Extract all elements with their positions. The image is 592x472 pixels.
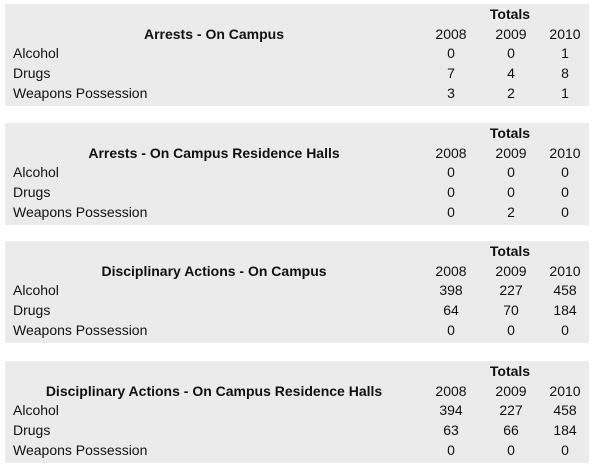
table-row: Drugs 7 4 8 [5,65,589,83]
section-arrests-on-campus: Totals Arrests - On Campus 2008 2009 201… [5,4,589,106]
year-header: 2009 [495,263,527,279]
cell-value: 398 [439,282,463,298]
cell-value: 184 [553,302,577,318]
section-title: Arrests - On Campus Residence Halls [88,145,340,161]
year-header: 2008 [435,145,467,161]
cell-value: 0 [561,184,569,200]
year-header: 2009 [495,26,527,42]
row-label: Drugs [13,422,51,438]
totals-header: Totals [489,125,531,141]
cell-value: 184 [553,422,577,438]
section-arrests-residence-halls: Totals Arrests - On Campus Residence Hal… [5,123,589,225]
cell-value: 458 [553,282,577,298]
table-row: Weapons Possession 0 2 0 [5,204,589,222]
year-header: 2010 [549,383,581,399]
cell-value: 8 [561,65,569,81]
row-label: Alcohol [13,164,59,180]
cell-value: 0 [561,442,569,458]
cell-value: 0 [561,164,569,180]
cell-value: 4 [507,65,515,81]
cell-value: 66 [503,422,519,438]
cell-value: 0 [447,184,455,200]
row-label: Weapons Possession [13,204,148,220]
row-label: Weapons Possession [13,442,148,458]
section-title: Disciplinary Actions - On Campus Residen… [45,383,383,399]
cell-value: 1 [561,45,569,61]
row-label: Drugs [13,184,51,200]
cell-value: 2 [507,204,515,220]
row-label: Drugs [13,302,51,318]
table-row: Weapons Possession 0 0 0 [5,322,589,340]
table-row: Alcohol 0 0 0 [5,164,589,182]
cell-value: 227 [499,402,523,418]
cell-value: 0 [447,204,455,220]
cell-value: 394 [439,402,463,418]
row-label: Weapons Possession [13,322,148,338]
table-row: Alcohol 394 227 458 [5,402,589,420]
cell-value: 7 [447,65,455,81]
row-label: Drugs [13,65,51,81]
section-disciplinary-residence-halls: Totals Disciplinary Actions - On Campus … [5,361,589,463]
table-row: Weapons Possession 0 0 0 [5,442,589,460]
table-row: Alcohol 0 0 1 [5,45,589,63]
cell-value: 0 [447,322,455,338]
year-header: 2008 [435,383,467,399]
cell-value: 227 [499,282,523,298]
year-header: 2009 [495,145,527,161]
section-title: Disciplinary Actions - On Campus [101,263,327,279]
table-row: Drugs 64 70 184 [5,302,589,320]
row-label: Alcohol [13,402,59,418]
cell-value: 458 [553,402,577,418]
row-label: Alcohol [13,282,59,298]
cell-value: 1 [561,85,569,101]
row-label: Weapons Possession [13,85,148,101]
totals-header: Totals [489,6,531,22]
year-header: 2010 [549,26,581,42]
cell-value: 3 [447,85,455,101]
cell-value: 0 [447,164,455,180]
cell-value: 0 [507,184,515,200]
totals-header: Totals [489,243,531,259]
cell-value: 0 [507,164,515,180]
cell-value: 0 [447,45,455,61]
table-row: Alcohol 398 227 458 [5,282,589,300]
cell-value: 0 [561,204,569,220]
cell-value: 0 [507,322,515,338]
cell-value: 70 [503,302,519,318]
cell-value: 0 [447,442,455,458]
totals-header: Totals [489,363,531,379]
cell-value: 64 [443,302,459,318]
cell-value: 0 [561,322,569,338]
section-disciplinary-on-campus: Totals Disciplinary Actions - On Campus … [5,241,589,343]
cell-value: 0 [507,45,515,61]
row-label: Alcohol [13,45,59,61]
table-row: Weapons Possession 3 2 1 [5,85,589,103]
cell-value: 0 [507,442,515,458]
year-header: 2008 [435,26,467,42]
year-header: 2009 [495,383,527,399]
year-header: 2010 [549,263,581,279]
cell-value: 2 [507,85,515,101]
section-title: Arrests - On Campus [143,26,285,42]
year-header: 2010 [549,145,581,161]
table-row: Drugs 63 66 184 [5,422,589,440]
year-header: 2008 [435,263,467,279]
cell-value: 63 [443,422,459,438]
table-row: Drugs 0 0 0 [5,184,589,202]
